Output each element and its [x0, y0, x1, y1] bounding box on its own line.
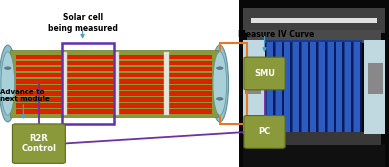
Circle shape	[4, 97, 11, 100]
Bar	[62, 52, 67, 115]
FancyBboxPatch shape	[244, 116, 285, 148]
Bar	[319, 42, 325, 132]
Bar	[310, 42, 316, 132]
Bar	[354, 42, 359, 132]
Bar	[275, 42, 282, 132]
Bar	[251, 18, 377, 23]
Bar	[62, 43, 114, 124]
Bar	[16, 85, 212, 90]
Bar	[290, 42, 293, 132]
Bar	[243, 40, 265, 134]
Bar	[16, 67, 212, 71]
Bar	[282, 42, 284, 132]
Circle shape	[216, 97, 223, 100]
FancyBboxPatch shape	[244, 57, 285, 90]
Circle shape	[216, 67, 223, 70]
Bar	[316, 42, 319, 132]
Text: Advance to
next module: Advance to next module	[0, 89, 50, 102]
Bar	[16, 79, 212, 84]
Bar	[334, 42, 336, 132]
FancyBboxPatch shape	[12, 124, 65, 163]
Bar	[342, 42, 344, 132]
Bar	[273, 42, 275, 132]
Ellipse shape	[0, 45, 16, 122]
Bar	[247, 132, 381, 145]
Bar	[293, 42, 299, 132]
Bar	[328, 42, 334, 132]
Bar	[16, 97, 212, 102]
Bar	[245, 63, 261, 94]
Bar	[267, 42, 273, 132]
Bar	[114, 52, 119, 115]
Bar	[243, 144, 385, 167]
Bar	[351, 42, 353, 132]
Bar	[164, 52, 169, 115]
Bar	[336, 42, 342, 132]
Bar	[16, 103, 212, 108]
Bar	[301, 42, 308, 132]
Bar	[243, 8, 385, 33]
Bar	[364, 40, 385, 134]
Text: Measure IV Curve: Measure IV Curve	[238, 30, 314, 39]
Bar	[10, 50, 218, 117]
Text: R2R
Control: R2R Control	[21, 134, 56, 153]
Bar	[16, 91, 212, 96]
Bar	[368, 63, 383, 94]
Ellipse shape	[1, 52, 15, 115]
Bar	[299, 42, 301, 132]
Text: SMU: SMU	[254, 69, 275, 78]
Circle shape	[4, 67, 11, 70]
Circle shape	[4, 67, 11, 70]
Circle shape	[216, 97, 223, 100]
Text: Solar cell
being measured: Solar cell being measured	[47, 13, 117, 33]
Circle shape	[216, 67, 223, 70]
Ellipse shape	[213, 52, 226, 115]
Bar	[359, 42, 362, 132]
Ellipse shape	[211, 45, 229, 122]
Bar	[345, 42, 351, 132]
Bar	[239, 0, 389, 167]
Bar	[308, 42, 310, 132]
Bar	[284, 42, 290, 132]
Bar	[16, 61, 212, 65]
Text: PC: PC	[258, 127, 271, 136]
Bar	[325, 42, 327, 132]
Bar	[16, 109, 212, 114]
Bar	[266, 40, 362, 134]
Circle shape	[4, 97, 11, 100]
Bar	[16, 73, 212, 77]
Bar	[247, 30, 381, 43]
Bar	[16, 55, 212, 59]
